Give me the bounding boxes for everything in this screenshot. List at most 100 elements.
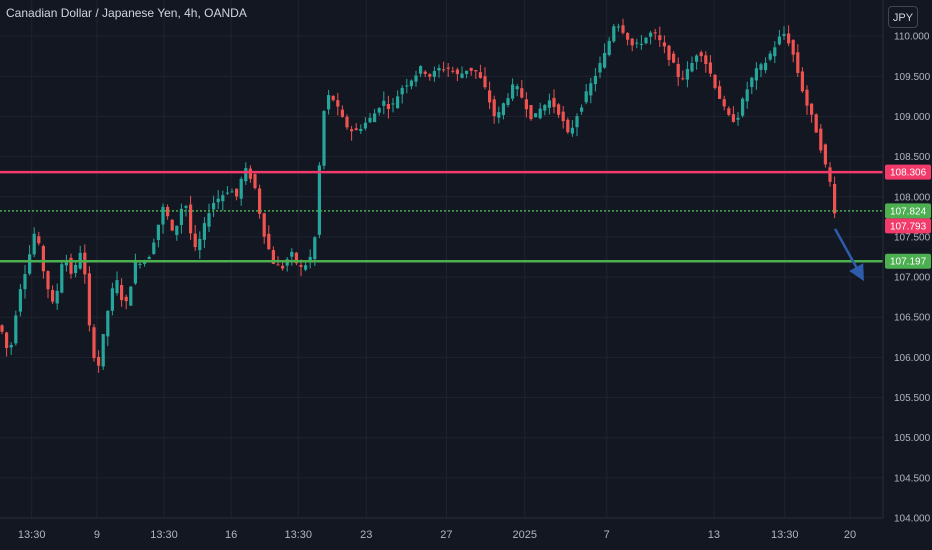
price-tag-last-text: 107.793 bbox=[890, 221, 927, 232]
y-tick-label: 107.000 bbox=[894, 273, 931, 284]
candle-body bbox=[745, 89, 749, 102]
candle-body bbox=[253, 174, 257, 188]
currency-button[interactable]: JPY bbox=[888, 6, 918, 28]
candle-body bbox=[170, 219, 174, 231]
y-tick-label: 108.000 bbox=[894, 192, 931, 203]
candle-body bbox=[639, 43, 643, 45]
candle-body bbox=[405, 85, 409, 87]
x-tick-label: 13:30 bbox=[771, 529, 799, 541]
candle-body bbox=[423, 71, 427, 74]
x-tick-label: 13 bbox=[708, 529, 720, 541]
candle-body bbox=[363, 122, 367, 129]
time-axis[interactable]: 13:30 9 13:30 16 13:30 23 27 2025 7 13 13:30 20 bbox=[0, 517, 883, 541]
candle-body bbox=[492, 99, 496, 117]
price-tag-support-near-text: 107.824 bbox=[890, 206, 927, 217]
candle-body bbox=[414, 75, 418, 82]
candle-body bbox=[566, 119, 570, 133]
candle-body bbox=[823, 144, 827, 165]
candle-body bbox=[294, 252, 298, 264]
candle-body bbox=[225, 192, 229, 194]
projection-arrow-head[interactable] bbox=[849, 263, 864, 282]
candle-body bbox=[276, 264, 280, 266]
y-tick-label: 104.000 bbox=[894, 514, 931, 525]
projection-arrow-shaft[interactable] bbox=[833, 228, 858, 269]
candle-body bbox=[143, 261, 147, 264]
candle-body bbox=[731, 114, 735, 122]
candle-body bbox=[635, 42, 639, 44]
candle-body bbox=[74, 264, 78, 274]
candle-body bbox=[0, 325, 4, 332]
candle-body bbox=[451, 70, 455, 72]
candle-body bbox=[83, 252, 87, 275]
candle-body bbox=[299, 265, 303, 267]
candle-body bbox=[741, 98, 745, 116]
candle-body bbox=[750, 77, 754, 88]
candle-body bbox=[313, 237, 317, 260]
candle-body bbox=[69, 257, 73, 274]
x-tick-label: 16 bbox=[225, 529, 237, 541]
candle-body bbox=[138, 263, 142, 265]
candle-body bbox=[304, 265, 308, 270]
candle-body bbox=[212, 202, 216, 210]
candle-body bbox=[396, 96, 400, 109]
candle-body bbox=[828, 167, 832, 182]
y-tick-label: 110.000 bbox=[894, 32, 930, 43]
price-tag-support-near bbox=[885, 203, 931, 219]
price-axis[interactable]: 104.000 104.500 105.000 105.500 106.000 106.5… bbox=[882, 0, 931, 525]
candle-body bbox=[129, 286, 133, 306]
price-tag-support-text: 107.197 bbox=[890, 257, 927, 268]
x-tick-label: 13:30 bbox=[284, 529, 312, 541]
candle-body bbox=[584, 91, 588, 103]
candle-body bbox=[626, 33, 630, 40]
candle-body bbox=[115, 280, 119, 294]
candle-body bbox=[37, 236, 41, 244]
x-tick-label: 2025 bbox=[512, 529, 536, 541]
candle-body bbox=[386, 103, 390, 109]
candle-body bbox=[244, 168, 248, 182]
candle-body bbox=[184, 206, 188, 208]
candle-body bbox=[658, 35, 662, 41]
candle-body bbox=[359, 128, 363, 131]
candle-body bbox=[676, 63, 680, 78]
candle-body bbox=[106, 310, 110, 337]
candle-body bbox=[317, 165, 321, 235]
projection-arrow[interactable] bbox=[833, 228, 864, 282]
candle-body bbox=[561, 111, 565, 122]
candle-body bbox=[382, 100, 386, 106]
candle-body bbox=[455, 69, 459, 75]
candle-body bbox=[557, 104, 561, 115]
candle-body bbox=[133, 261, 137, 284]
candle-body bbox=[681, 78, 685, 80]
candle-body bbox=[695, 55, 699, 62]
candle-body bbox=[768, 53, 772, 60]
candle-body bbox=[327, 95, 331, 110]
candle-body bbox=[9, 344, 13, 348]
candle-body bbox=[589, 83, 593, 96]
candle-body bbox=[156, 224, 160, 241]
candle-body bbox=[92, 327, 96, 359]
price-tags: 108.306 107.824 107.793 107.197 bbox=[885, 164, 931, 269]
candle-body bbox=[221, 195, 225, 202]
candle-body bbox=[124, 296, 128, 302]
candle-body bbox=[350, 129, 354, 132]
candle-body bbox=[810, 103, 814, 115]
candle-body bbox=[336, 100, 340, 107]
candle-body bbox=[800, 71, 804, 92]
candle-body bbox=[754, 68, 758, 81]
horizontal-levels[interactable] bbox=[0, 170, 883, 263]
candle-body bbox=[497, 112, 501, 118]
y-tick-label: 105.500 bbox=[894, 393, 931, 404]
candle-body bbox=[409, 80, 413, 87]
candle-body bbox=[64, 261, 68, 266]
y-tick-label: 109.500 bbox=[894, 72, 931, 83]
candle-body bbox=[708, 62, 712, 74]
candle-body bbox=[110, 288, 114, 311]
candle-body bbox=[120, 285, 124, 301]
candle-body bbox=[373, 113, 377, 123]
candlestick-series bbox=[0, 18, 837, 373]
candle-body bbox=[281, 265, 285, 269]
candle-body bbox=[235, 188, 239, 197]
y-tick-label: 106.000 bbox=[894, 353, 931, 364]
candle-body bbox=[474, 70, 478, 72]
